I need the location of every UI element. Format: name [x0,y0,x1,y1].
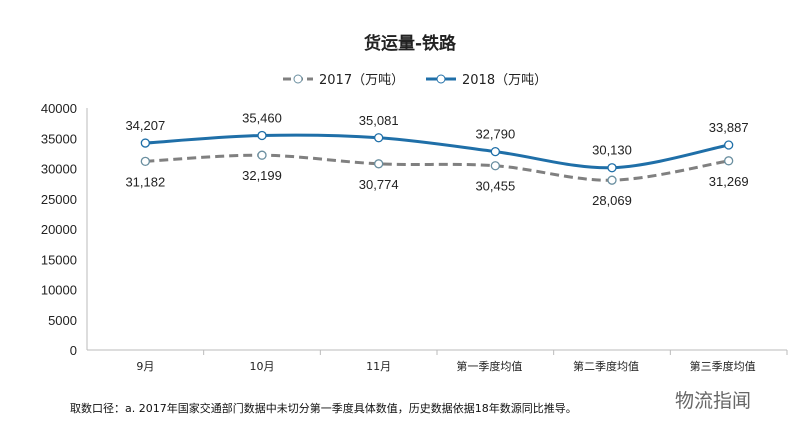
data-label: 32,199 [242,168,282,183]
x-tick-label: 第二季度均值 [573,359,639,373]
series-line-2017 [145,153,729,182]
y-tick-label: 5000 [48,313,77,328]
data-label: 34,207 [125,118,165,133]
data-point [607,163,617,173]
data-point [374,159,384,169]
legend-label: 2018（万吨） [462,73,547,88]
legend: 2017（万吨） 2018（万吨） [283,73,547,88]
series-line-2018 [145,133,729,170]
data-label: 35,081 [359,113,399,128]
watermark: 物流指闻 [675,390,752,412]
y-tick-label: 15000 [41,252,77,267]
x-tick-label: 11月 [366,360,391,373]
data-point [724,140,734,150]
data-point [257,150,267,160]
data-label: 33,887 [709,120,749,135]
y-tick-label: 30000 [41,162,77,177]
axes: 0 5000 10000 15000 20000 25000 30000 35000 40000… [41,101,788,373]
data-label: 30,774 [359,177,399,192]
x-tick-label: 10月 [250,360,275,373]
series: 31,182 32,199 30,774 30,455 28,069 31,269 34,2… [125,110,748,208]
legend-label: 2017（万吨） [319,73,404,88]
footnote: 取数口径：a. 2017年国家交通部门数据中未切分第一季度具体数值，历史数据依据… [70,402,577,415]
data-point [607,175,617,185]
legend-marker [293,74,303,84]
y-tick-label: 35000 [41,131,77,146]
chart-title: 货运量-铁路 [364,33,457,54]
x-tick-label: 第一季度均值 [456,359,522,373]
data-point [724,156,734,166]
data-label: 31,182 [125,174,165,189]
data-label: 35,460 [242,110,282,125]
y-tick-label: 0 [70,343,77,358]
data-point [140,138,150,148]
data-point [257,130,267,141]
y-tick-label: 10000 [41,283,77,298]
data-label: 30,455 [475,179,515,194]
y-tick-label: 25000 [41,192,77,207]
legend-marker [436,74,446,84]
data-point [140,156,150,166]
x-tick-label: 9月 [136,360,154,373]
x-tick-label: 第三季度均值 [690,359,756,373]
data-label: 31,269 [709,174,749,189]
data-label: 28,069 [592,193,632,208]
data-point [490,146,500,157]
data-label: 32,790 [475,127,515,142]
data-point [374,133,384,143]
data-label: 30,130 [592,143,632,158]
y-tick-label: 20000 [41,222,77,237]
y-tick-label: 40000 [41,101,77,116]
data-point [490,161,500,171]
